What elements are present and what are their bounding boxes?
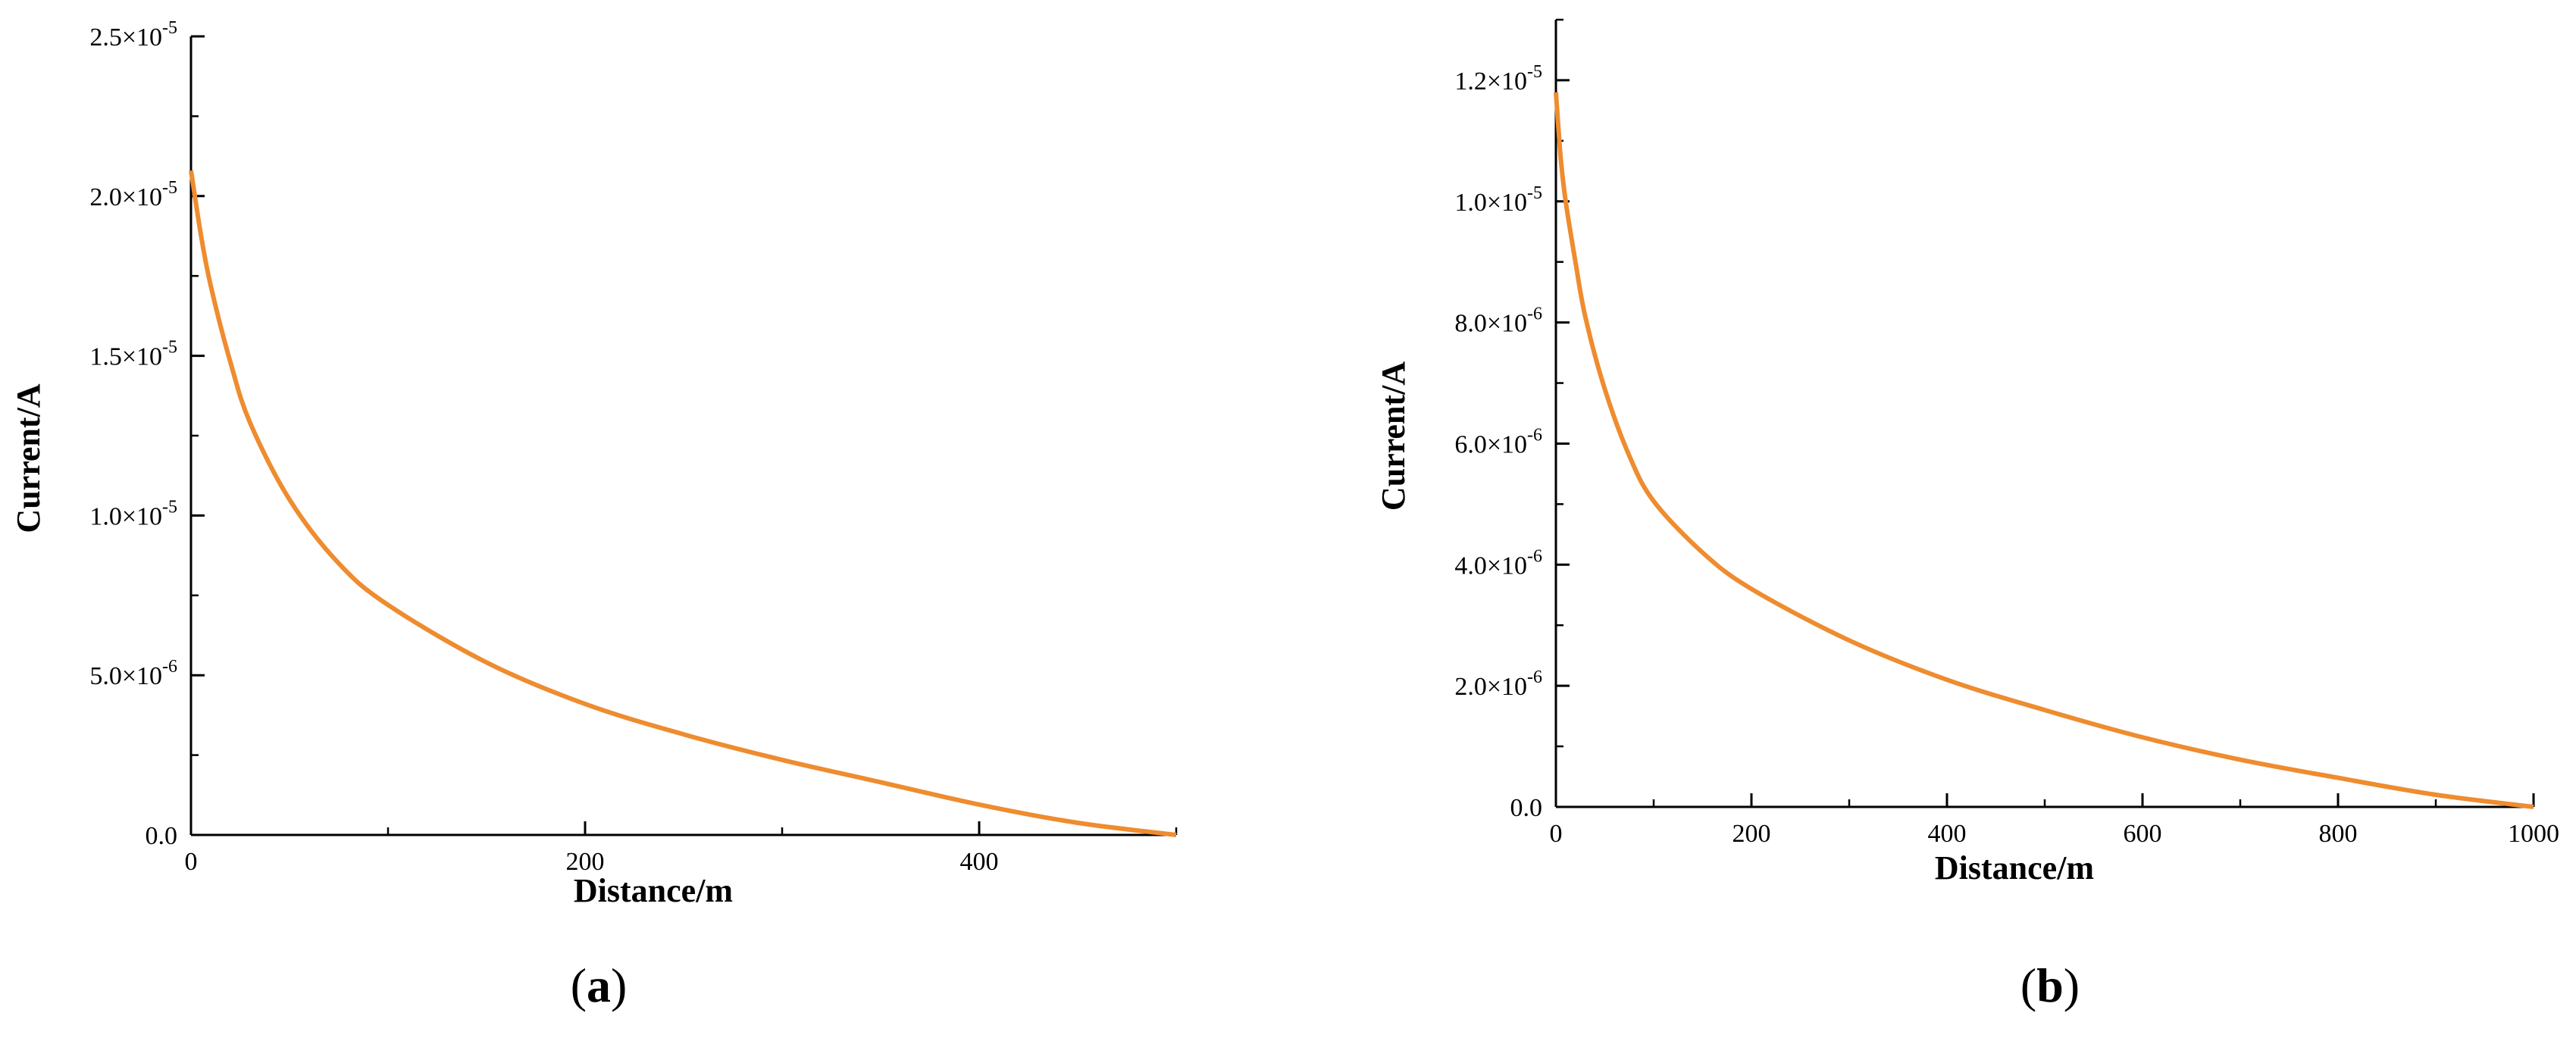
y-tick-label: 2.0×10-5 <box>89 178 177 211</box>
y-tick-label: 0.0 <box>146 822 178 850</box>
chart-panel-a: 0 200 4000.05.0×10-61.0×10-51.5×10-52.0×10… <box>10 18 1178 1012</box>
y-tick-mantissa: 1.2×10 <box>1454 67 1527 95</box>
y-tick-mantissa: 6.0×10 <box>1454 430 1527 458</box>
y-tick-label: 1.0×10-5 <box>1454 183 1542 217</box>
y-tick-exponent: -5 <box>162 338 177 358</box>
chart-panel-b: 0 200 400 600 800 10000.02.0×10-64.0×10-66.0×… <box>1375 18 2559 1012</box>
x-tick-label: 800 <box>2319 820 2358 848</box>
y-tick-label: 2.5×10-5 <box>89 18 177 52</box>
series-line <box>1554 92 2534 809</box>
panel-letter: b <box>2036 958 2064 1012</box>
y-tick-exponent: -6 <box>1527 425 1542 445</box>
x-tick-label: 0 <box>1550 820 1563 848</box>
y-tick-exponent: -5 <box>1527 62 1542 82</box>
x-tick-label: 400 <box>960 848 999 876</box>
x-tick-label: 200 <box>566 848 605 876</box>
y-tick-exponent: -5 <box>1527 183 1542 203</box>
y-tick-mantissa: 5.0×10 <box>89 662 162 690</box>
x-tick-label: 0 <box>185 848 198 876</box>
y-tick-exponent: -5 <box>162 178 177 198</box>
y-axis-label: Current/A <box>1375 361 1412 511</box>
y-tick-mantissa: 1.0×10 <box>1454 189 1527 217</box>
x-axis-label: Distance/m <box>574 872 733 909</box>
y-tick-mantissa: 0.0 <box>1510 794 1543 822</box>
y-tick-exponent: -5 <box>162 497 177 517</box>
x-axis-label: Distance/m <box>1935 849 2094 886</box>
y-tick-mantissa: 2.5×10 <box>89 23 162 52</box>
y-tick-label: 4.0×10-6 <box>1454 546 1542 580</box>
y-tick-exponent: -5 <box>162 18 177 38</box>
x-tick-label: 1000 <box>2508 820 2559 848</box>
y-tick-label: 5.0×10-6 <box>89 657 177 690</box>
x-tick-label: 200 <box>1732 820 1771 848</box>
y-tick-exponent: -6 <box>1527 668 1542 687</box>
panel-letter: a <box>587 958 611 1012</box>
y-tick-label: 1.2×10-5 <box>1454 62 1542 95</box>
y-tick-label: 8.0×10-6 <box>1454 305 1542 338</box>
y-tick-label: 2.0×10-6 <box>1454 668 1542 701</box>
x-tick-label: 400 <box>1928 820 1967 848</box>
y-tick-mantissa: 1.0×10 <box>89 502 162 530</box>
y-tick-exponent: -6 <box>1527 546 1542 566</box>
y-tick-mantissa: 2.0×10 <box>1454 673 1527 701</box>
y-tick-mantissa: 1.5×10 <box>89 343 162 371</box>
panel-label: (a) <box>571 958 628 1012</box>
y-tick-exponent: -6 <box>162 657 177 677</box>
y-tick-label: 1.0×10-5 <box>89 497 177 530</box>
y-axis-label: Current/A <box>10 383 47 533</box>
series-line <box>189 170 1177 837</box>
y-tick-mantissa: 4.0×10 <box>1454 552 1527 580</box>
panel-label: (b) <box>2020 958 2080 1012</box>
y-tick-exponent: -6 <box>1527 305 1542 324</box>
y-tick-mantissa: 2.0×10 <box>89 183 162 211</box>
y-tick-mantissa: 0.0 <box>146 822 178 850</box>
x-tick-label: 600 <box>2124 820 2162 848</box>
y-tick-label: 0.0 <box>1510 794 1543 822</box>
y-tick-label: 1.5×10-5 <box>89 338 177 371</box>
y-tick-label: 6.0×10-6 <box>1454 425 1542 458</box>
y-tick-mantissa: 8.0×10 <box>1454 310 1527 338</box>
